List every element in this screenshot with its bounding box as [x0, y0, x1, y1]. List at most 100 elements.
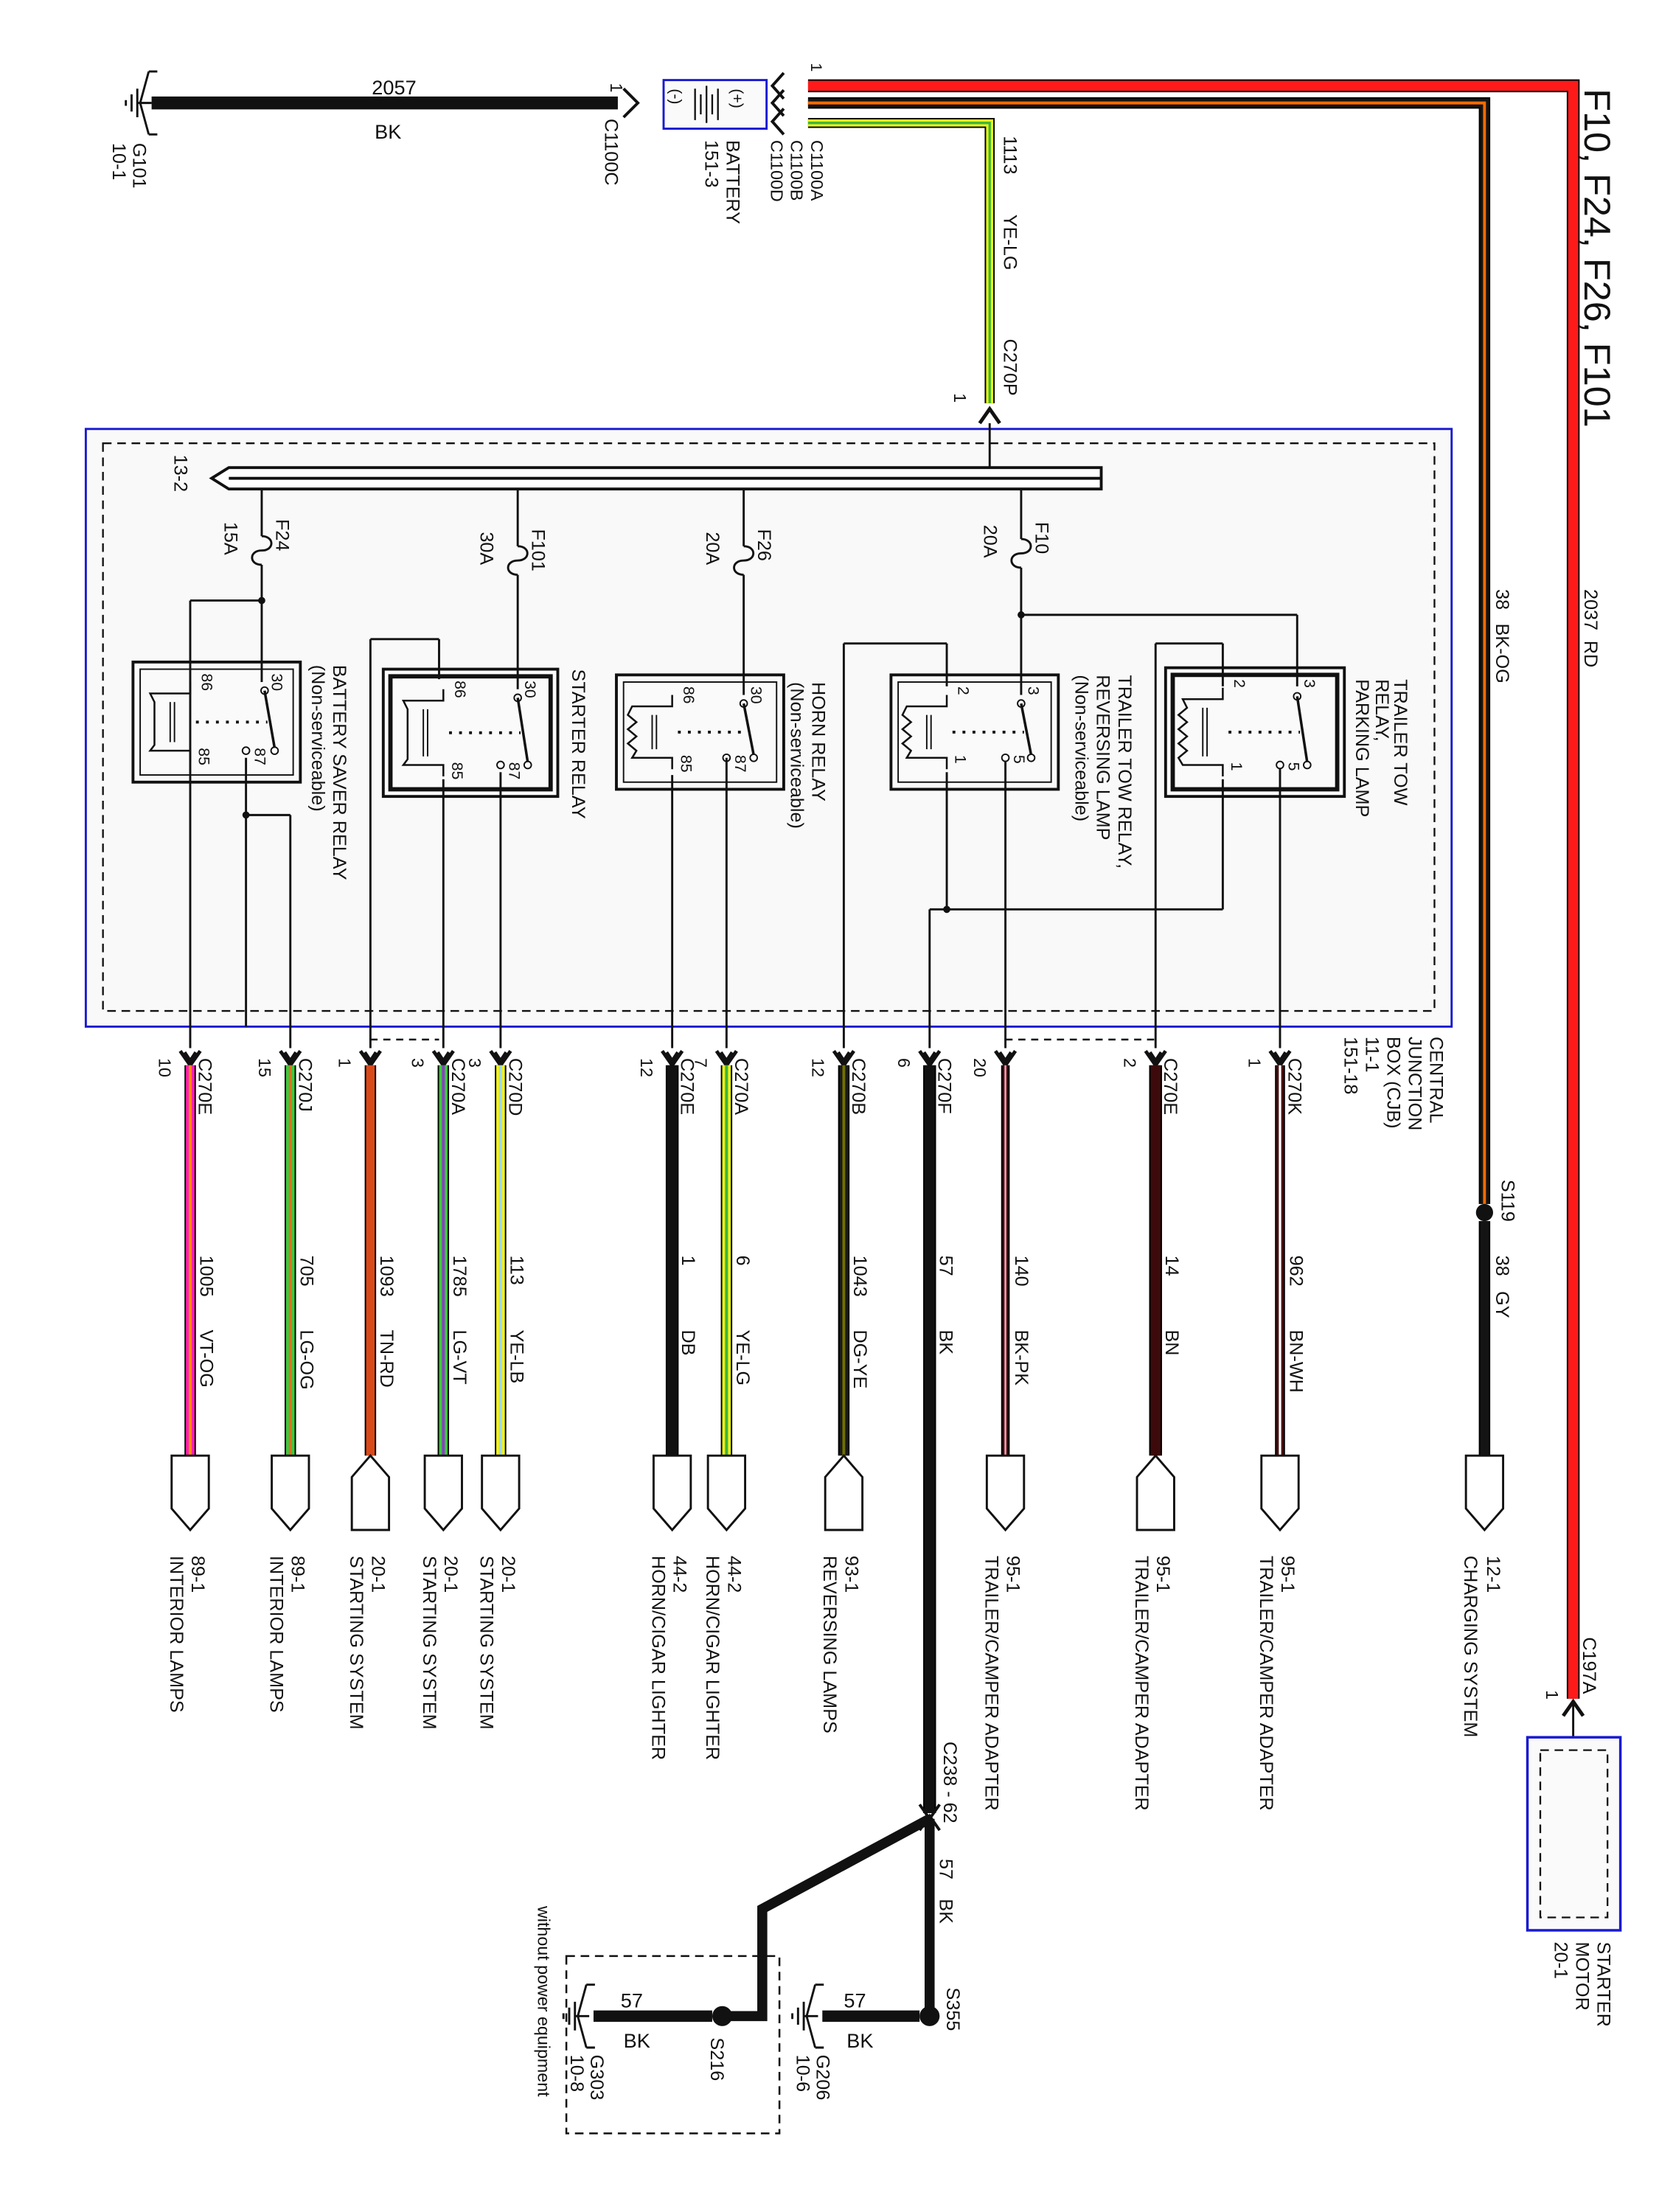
connector-pin-label: 3 [408, 1058, 428, 1068]
relay-pin-label: 85 [448, 762, 466, 780]
cjb-dashed-boundary [102, 442, 1436, 1012]
destination-label: INTERIOR LAMPS [166, 1556, 187, 1713]
relay-coil-icon [401, 689, 445, 777]
wire-circuit-label: 140 [1011, 1256, 1032, 1287]
g101-name-label: G101 [128, 143, 149, 189]
wire-stripe [807, 122, 991, 403]
ground-icon [125, 70, 158, 136]
end-connector-icon [481, 1454, 521, 1532]
wire-57-circuit-label: 57 [935, 1859, 956, 1879]
relay-label: (Non-serviceable) [787, 682, 807, 829]
wire-color-label: BK [935, 1329, 956, 1354]
relay [615, 673, 785, 791]
connector-pin-label: 6 [894, 1058, 914, 1068]
relay-label: (Non-serviceable) [307, 665, 328, 812]
starter-motor-dashed-boundary [1539, 1749, 1609, 1919]
c197a-pin-label: 1 [1543, 1690, 1562, 1700]
connector-pin-label: 2 [1121, 1058, 1140, 1068]
g206-ref-label: 10-6 [792, 2055, 813, 2092]
cjb-label-line: BOX (CJB) [1382, 1037, 1403, 1129]
wire-color-label: BN [1161, 1329, 1182, 1355]
wire-body [807, 80, 1579, 1699]
end-connector-icon [423, 1454, 463, 1532]
connector-arrow-icon [770, 108, 785, 136]
battery-positive-label: (+) [728, 88, 746, 108]
c1100d-label: C1100D [767, 140, 786, 202]
destination-ref-label: 89-1 [288, 1556, 308, 1593]
destination-ref-label: 20-1 [498, 1556, 518, 1593]
g303-ref-label: 10-8 [566, 2055, 587, 2092]
wire-57-bk-to-s216 [729, 1814, 932, 2022]
splice-s355 [919, 2006, 940, 2026]
fuse-name-label: F101 [528, 529, 549, 571]
fuse-rating-label: 15A [220, 522, 241, 555]
end-connector-icon [985, 1454, 1026, 1532]
fuse-icon [733, 545, 755, 577]
relay-label: HORN RELAY [808, 682, 829, 801]
wire-color-label: TN-RD [376, 1329, 397, 1387]
connector-arrow-icon [978, 406, 1001, 425]
ground-icon [791, 1983, 824, 2049]
relay-contact [270, 746, 279, 755]
destination-label: INTERIOR LAMPS [266, 1556, 287, 1713]
end-connector-icon [350, 1453, 391, 1531]
relay-label: TRAILER TOW RELAY, [1114, 675, 1135, 869]
starter-motor-component [1526, 1736, 1622, 1932]
connector-pin-label: 7 [692, 1058, 711, 1068]
fuse-icon [1010, 538, 1032, 569]
wire-outline [807, 117, 995, 403]
connector-pin-label: 1 [335, 1058, 355, 1068]
relay-pin-label: 5 [1010, 755, 1028, 764]
end-connector-icon [824, 1453, 864, 1531]
relay-pin-label: 87 [251, 748, 268, 765]
relay-switch-blade [1295, 696, 1309, 762]
junction-dot [242, 811, 250, 819]
relay-label: REVERSING LAMP [1093, 675, 1113, 840]
cjb-label-line: 11-1 [1361, 1037, 1382, 1073]
destination-label: HORN/CIGAR LIGHTER [647, 1556, 668, 1760]
junction-dot [943, 905, 950, 914]
wire-circuit-label: 113 [506, 1256, 526, 1285]
c197a-label: C197A [1579, 1637, 1599, 1694]
end-connector-icon [271, 1454, 310, 1532]
g206-circuit-label: 57 [844, 1989, 866, 2012]
battery-component-box [662, 79, 768, 130]
wire-color-label: LG-OG [296, 1329, 316, 1389]
wire-color-label: DB [678, 1329, 698, 1355]
wire-circuit-label: 962 [1286, 1256, 1307, 1287]
wire-circuit-label: 1785 [449, 1256, 470, 1297]
relay-pin-label: 86 [680, 686, 698, 704]
relay-pin-label: 3 [1025, 686, 1043, 695]
destination-ref-label: 95-1 [1152, 1556, 1173, 1593]
connector-label: C270A [448, 1058, 468, 1115]
wire-2037-color-label: RD [1580, 641, 1601, 667]
end-connector-icon [652, 1454, 692, 1532]
cjb-label-line: CENTRAL [1426, 1037, 1447, 1124]
connector-pin-label: 15 [255, 1058, 274, 1077]
relay-pin-label: 2 [955, 686, 973, 695]
wire-color-label: YE-LG [732, 1329, 753, 1385]
wire-57-color-label: BK [935, 1899, 956, 1924]
wire-circuit-label: 6 [732, 1256, 753, 1266]
relay-contact [496, 760, 505, 770]
relay-pin-label: 87 [731, 755, 749, 773]
page-title: F10, F24, F26, F101 [1576, 88, 1618, 427]
wire-1113-circuit-label: 1113 [1000, 136, 1020, 174]
relay-label: PARKING LAMP [1352, 679, 1372, 817]
relay-core-icon [1202, 707, 1208, 757]
wire-color-label: VT-OG [196, 1329, 217, 1387]
destination-label: STARTING SYSTEM [419, 1556, 439, 1730]
destination-ref-label: 44-2 [669, 1556, 690, 1593]
destination-label: STARTING SYSTEM [476, 1556, 497, 1730]
power-bus-bar [209, 466, 1103, 491]
wire-38-color-label: BK-OG [1492, 624, 1512, 684]
ground-icon [562, 1983, 595, 2049]
connector-pin-label: 3 [465, 1058, 484, 1068]
wire-color-label: DG-YE [849, 1329, 870, 1388]
c270p-label: C270P [1000, 339, 1020, 396]
relay-pin-label: 86 [198, 673, 215, 691]
end-connector-icon [1260, 1454, 1300, 1532]
relay-contact [1303, 760, 1312, 770]
wire-color-label: BN-WH [1286, 1329, 1307, 1392]
starter-motor-label: MOTOR [1571, 1941, 1592, 2010]
